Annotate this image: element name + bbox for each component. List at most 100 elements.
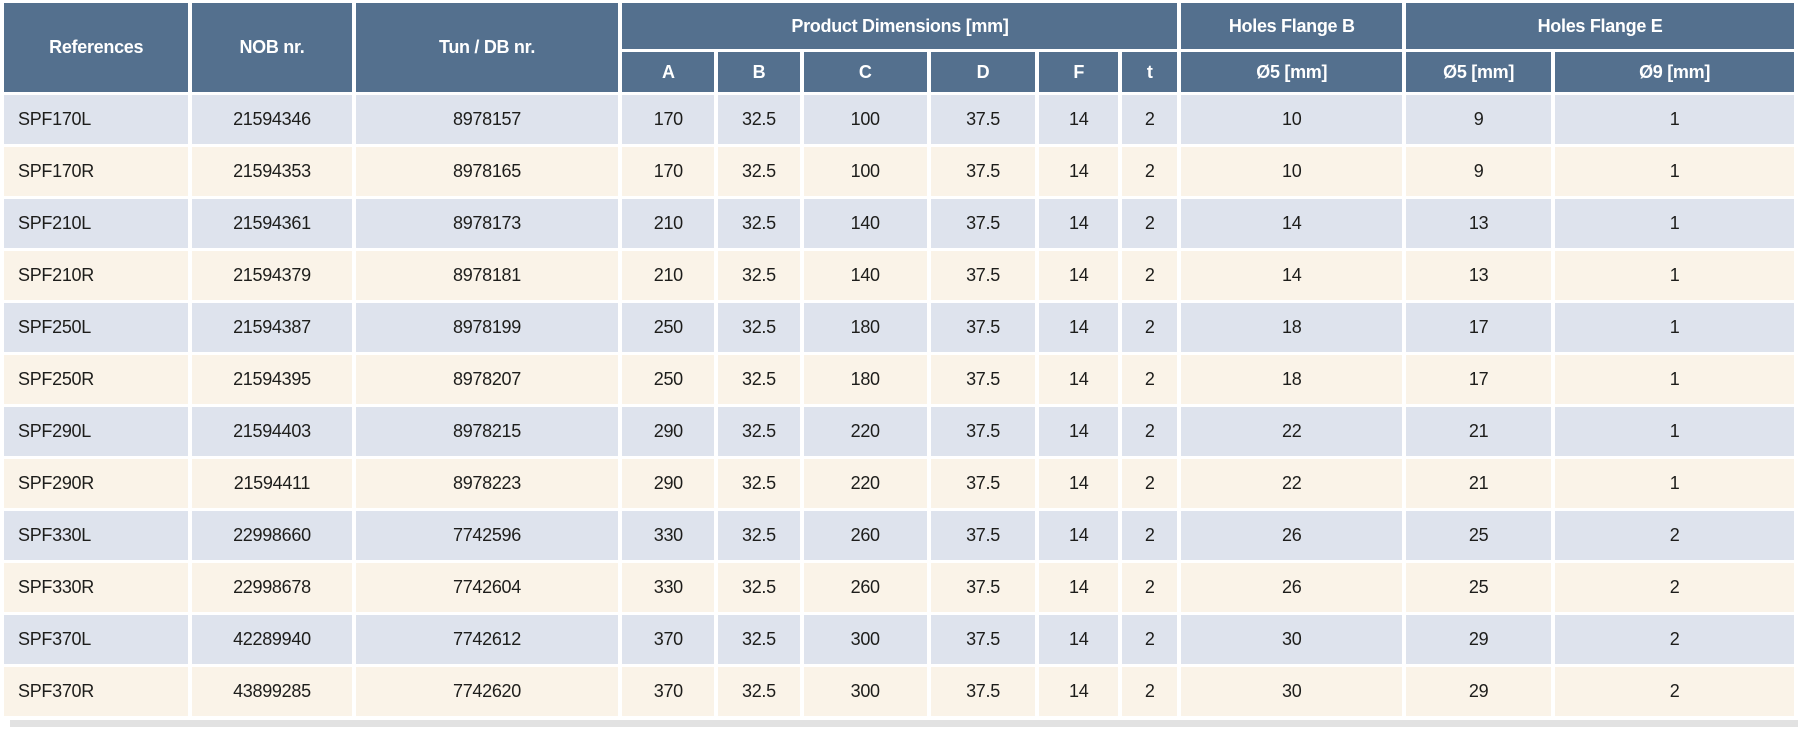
dim-f-cell: 14 — [1039, 199, 1118, 248]
holes-e-d5-cell: 17 — [1406, 303, 1552, 352]
nob-nr-cell: 21594353 — [192, 147, 352, 196]
col-subheader-holes-e-d9: Ø9 [mm] — [1555, 52, 1794, 92]
reference-cell: SPF370R — [4, 667, 189, 716]
table-body: SPF170L 21594346 8978157 170 32.5 100 37.5 14 2 1… — [4, 95, 1794, 716]
dim-d-cell: 37.5 — [930, 199, 1036, 248]
table-row: SPF290R 21594411 8978223 290 32.5 220 37.5 14 2 2… — [4, 459, 1794, 508]
dim-a-cell: 250 — [622, 303, 715, 352]
holes-b-d5-cell: 30 — [1181, 615, 1403, 664]
holes-b-d5-cell: 26 — [1181, 511, 1403, 560]
dim-a-cell: 370 — [622, 615, 715, 664]
dim-b-cell: 32.5 — [718, 459, 800, 508]
dim-f-cell: 14 — [1039, 147, 1118, 196]
holes-e-d5-cell: 21 — [1406, 407, 1552, 456]
dim-b-cell: 32.5 — [718, 147, 800, 196]
col-subheader-holes-e-d5: Ø5 [mm] — [1406, 52, 1552, 92]
tun-db-nr-cell: 7742612 — [355, 615, 619, 664]
holes-e-d9-cell: 2 — [1555, 511, 1794, 560]
table-row: SPF330R 22998678 7742604 330 32.5 260 37.5 14 2 2… — [4, 563, 1794, 612]
dim-d-cell: 37.5 — [930, 95, 1036, 144]
table-row: SPF210L 21594361 8978173 210 32.5 140 37.5 14 2 1… — [4, 199, 1794, 248]
dim-d-cell: 37.5 — [930, 355, 1036, 404]
reference-cell: SPF370L — [4, 615, 189, 664]
dim-f-cell: 14 — [1039, 459, 1118, 508]
table-row: SPF290L 21594403 8978215 290 32.5 220 37.5 14 2 2… — [4, 407, 1794, 456]
table-row: SPF210R 21594379 8978181 210 32.5 140 37.5 14 2 1… — [4, 251, 1794, 300]
col-header-product-dimensions: Product Dimensions [mm] — [622, 3, 1178, 49]
holes-b-d5-cell: 18 — [1181, 355, 1403, 404]
col-subheader-d: D — [930, 52, 1036, 92]
nob-nr-cell: 21594387 — [192, 303, 352, 352]
table-row: SPF330L 22998660 7742596 330 32.5 260 37.5 14 2 2… — [4, 511, 1794, 560]
dim-t-cell: 2 — [1121, 303, 1178, 352]
tun-db-nr-cell: 8978181 — [355, 251, 619, 300]
col-subheader-f: F — [1039, 52, 1118, 92]
table-row: SPF170R 21594353 8978165 170 32.5 100 37.5 14 2 1… — [4, 147, 1794, 196]
table-row: SPF370L 42289940 7742612 370 32.5 300 37.5 14 2 3… — [4, 615, 1794, 664]
dim-a-cell: 370 — [622, 667, 715, 716]
holes-b-d5-cell: 22 — [1181, 407, 1403, 456]
dim-b-cell: 32.5 — [718, 303, 800, 352]
dim-c-cell: 100 — [803, 95, 927, 144]
tun-db-nr-cell: 8978223 — [355, 459, 619, 508]
dim-f-cell: 14 — [1039, 355, 1118, 404]
nob-nr-cell: 22998660 — [192, 511, 352, 560]
dim-b-cell: 32.5 — [718, 511, 800, 560]
holes-e-d5-cell: 25 — [1406, 563, 1552, 612]
reference-cell: SPF170L — [4, 95, 189, 144]
dim-a-cell: 290 — [622, 407, 715, 456]
dim-t-cell: 2 — [1121, 563, 1178, 612]
dim-t-cell: 2 — [1121, 251, 1178, 300]
tun-db-nr-cell: 8978215 — [355, 407, 619, 456]
dim-b-cell: 32.5 — [718, 407, 800, 456]
dim-c-cell: 180 — [803, 355, 927, 404]
holes-e-d9-cell: 1 — [1555, 303, 1794, 352]
dim-d-cell: 37.5 — [930, 407, 1036, 456]
holes-e-d9-cell: 2 — [1555, 563, 1794, 612]
nob-nr-cell: 21594379 — [192, 251, 352, 300]
holes-e-d5-cell: 13 — [1406, 199, 1552, 248]
holes-e-d9-cell: 1 — [1555, 407, 1794, 456]
col-subheader-c: C — [803, 52, 927, 92]
dim-c-cell: 140 — [803, 251, 927, 300]
reference-cell: SPF290L — [4, 407, 189, 456]
dim-f-cell: 14 — [1039, 407, 1118, 456]
dim-a-cell: 210 — [622, 251, 715, 300]
col-header-holes-flange-b: Holes Flange B — [1181, 3, 1403, 49]
dim-b-cell: 32.5 — [718, 615, 800, 664]
holes-b-d5-cell: 14 — [1181, 251, 1403, 300]
holes-e-d9-cell: 1 — [1555, 199, 1794, 248]
tun-db-nr-cell: 8978157 — [355, 95, 619, 144]
reference-cell: SPF290R — [4, 459, 189, 508]
holes-e-d5-cell: 21 — [1406, 459, 1552, 508]
dim-d-cell: 37.5 — [930, 563, 1036, 612]
dim-a-cell: 170 — [622, 95, 715, 144]
holes-b-d5-cell: 30 — [1181, 667, 1403, 716]
dim-c-cell: 180 — [803, 303, 927, 352]
dim-a-cell: 330 — [622, 511, 715, 560]
dim-c-cell: 260 — [803, 511, 927, 560]
table-row: SPF170L 21594346 8978157 170 32.5 100 37.5 14 2 1… — [4, 95, 1794, 144]
nob-nr-cell: 22998678 — [192, 563, 352, 612]
nob-nr-cell: 21594395 — [192, 355, 352, 404]
table-row: SPF250L 21594387 8978199 250 32.5 180 37.5 14 2 1… — [4, 303, 1794, 352]
tun-db-nr-cell: 8978173 — [355, 199, 619, 248]
dim-f-cell: 14 — [1039, 251, 1118, 300]
dim-t-cell: 2 — [1121, 667, 1178, 716]
table-row: SPF370R 43899285 7742620 370 32.5 300 37.5 14 2 3… — [4, 667, 1794, 716]
nob-nr-cell: 43899285 — [192, 667, 352, 716]
col-subheader-b: B — [718, 52, 800, 92]
nob-nr-cell: 21594403 — [192, 407, 352, 456]
dim-t-cell: 2 — [1121, 511, 1178, 560]
dim-t-cell: 2 — [1121, 459, 1178, 508]
dim-t-cell: 2 — [1121, 199, 1178, 248]
reference-cell: SPF330L — [4, 511, 189, 560]
dim-f-cell: 14 — [1039, 95, 1118, 144]
holes-e-d9-cell: 1 — [1555, 355, 1794, 404]
holes-e-d9-cell: 1 — [1555, 147, 1794, 196]
nob-nr-cell: 42289940 — [192, 615, 352, 664]
dim-c-cell: 140 — [803, 199, 927, 248]
col-header-nob-nr: NOB nr. — [192, 3, 352, 92]
col-subheader-holes-b-d5: Ø5 [mm] — [1181, 52, 1403, 92]
dim-a-cell: 250 — [622, 355, 715, 404]
